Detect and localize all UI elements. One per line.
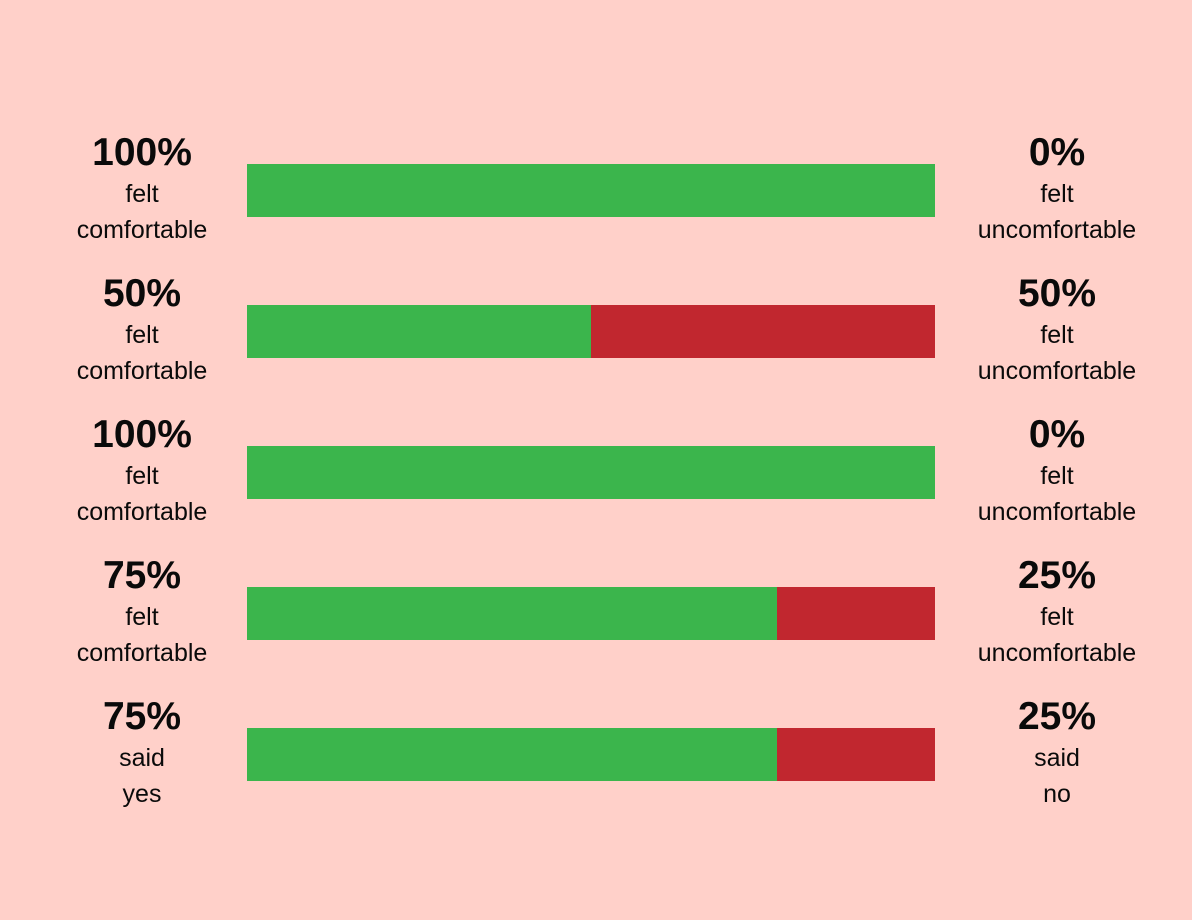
negative-label-line2: uncomfortable bbox=[977, 216, 1137, 244]
stacked-bar bbox=[247, 305, 935, 358]
negative-label-line2: uncomfortable bbox=[977, 357, 1137, 385]
negative-label-group: 0% felt uncomfortable bbox=[957, 130, 1157, 248]
positive-bar-segment bbox=[247, 305, 591, 358]
positive-label-group: 75% said yes bbox=[52, 694, 232, 812]
negative-percent-label: 0% bbox=[1028, 413, 1086, 456]
positive-label-group: 50% felt comfortable bbox=[52, 271, 232, 389]
negative-percent-label: 0% bbox=[1028, 131, 1086, 174]
positive-label-line2: yes bbox=[122, 780, 162, 808]
negative-percent-label: 50% bbox=[1017, 272, 1097, 315]
stacked-bar bbox=[247, 164, 935, 217]
positive-percent-label: 75% bbox=[102, 554, 182, 597]
positive-bar-segment bbox=[247, 587, 777, 640]
negative-label-line1: felt bbox=[1040, 603, 1074, 631]
chart-row: 75% said yes 25% said no bbox=[0, 694, 1192, 835]
negative-label-line2: uncomfortable bbox=[977, 498, 1137, 526]
negative-label-group: 25% said no bbox=[957, 694, 1157, 812]
positive-percent-label: 100% bbox=[92, 413, 192, 456]
positive-label-line2: comfortable bbox=[76, 357, 208, 385]
chart-row: 75% felt comfortable 25% felt uncomfortable bbox=[0, 553, 1192, 694]
negative-label-group: 25% felt uncomfortable bbox=[957, 553, 1157, 671]
positive-label-line2: comfortable bbox=[76, 216, 208, 244]
positive-label-line1: felt bbox=[125, 321, 159, 349]
chart-row: 50% felt comfortable 50% felt uncomfortable bbox=[0, 271, 1192, 412]
positive-bar-segment bbox=[247, 728, 777, 781]
negative-label-group: 50% felt uncomfortable bbox=[957, 271, 1157, 389]
negative-label-line1: said bbox=[1034, 744, 1080, 772]
positive-label-group: 100% felt comfortable bbox=[52, 130, 232, 248]
negative-bar-segment bbox=[776, 728, 935, 781]
chart-row: 100% felt comfortable 0% felt uncomfortable bbox=[0, 130, 1192, 271]
negative-label-line1: felt bbox=[1040, 321, 1074, 349]
stacked-bar bbox=[247, 446, 935, 499]
positive-label-line1: felt bbox=[125, 462, 159, 490]
positive-label-line1: said bbox=[119, 744, 165, 772]
negative-bar-segment bbox=[591, 305, 935, 358]
positive-label-group: 75% felt comfortable bbox=[52, 553, 232, 671]
positive-bar-segment bbox=[247, 446, 935, 499]
positive-label-line2: comfortable bbox=[76, 639, 208, 667]
positive-bar-segment bbox=[247, 164, 935, 217]
negative-bar-segment bbox=[776, 587, 935, 640]
negative-label-group: 0% felt uncomfortable bbox=[957, 412, 1157, 530]
negative-percent-label: 25% bbox=[1017, 695, 1097, 738]
stacked-bar bbox=[247, 587, 935, 640]
negative-label-line1: felt bbox=[1040, 462, 1074, 490]
negative-percent-label: 25% bbox=[1017, 554, 1097, 597]
positive-percent-label: 100% bbox=[92, 131, 192, 174]
positive-percent-label: 75% bbox=[102, 695, 182, 738]
negative-label-line2: uncomfortable bbox=[977, 639, 1137, 667]
positive-label-line1: felt bbox=[125, 180, 159, 208]
positive-label-line2: comfortable bbox=[76, 498, 208, 526]
positive-percent-label: 50% bbox=[102, 272, 182, 315]
negative-label-line1: felt bbox=[1040, 180, 1074, 208]
chart-row: 100% felt comfortable 0% felt uncomfortable bbox=[0, 412, 1192, 553]
stacked-bar bbox=[247, 728, 935, 781]
positive-label-line1: felt bbox=[125, 603, 159, 631]
positive-label-group: 100% felt comfortable bbox=[52, 412, 232, 530]
negative-label-line2: no bbox=[1043, 780, 1071, 808]
